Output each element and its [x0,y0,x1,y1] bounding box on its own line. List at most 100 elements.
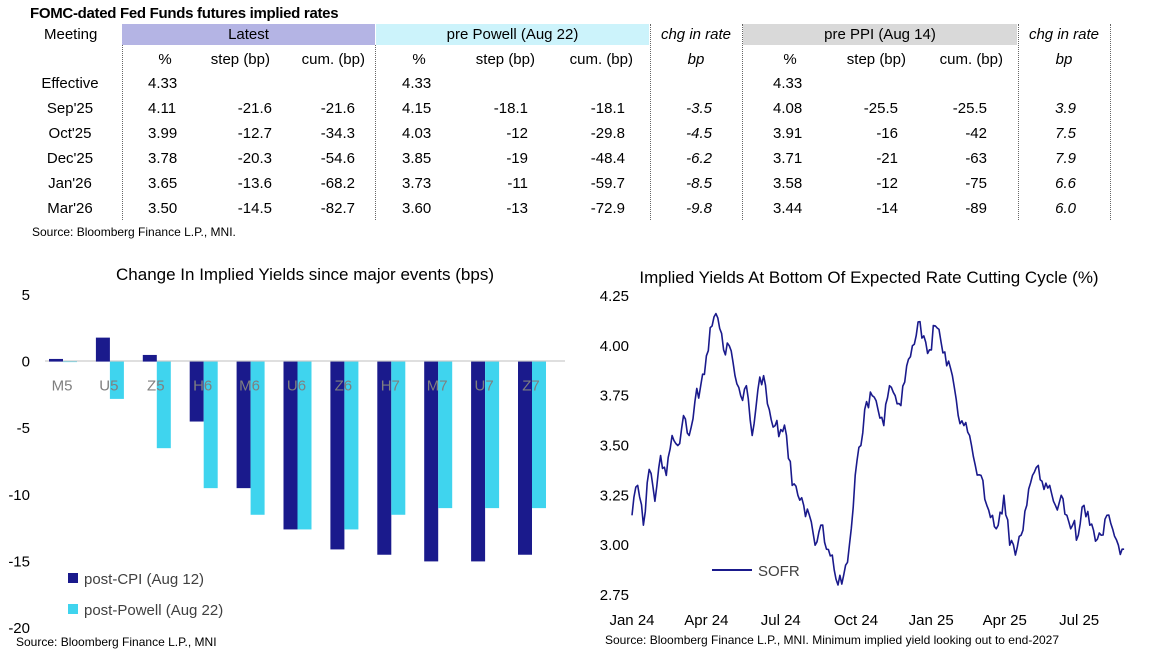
latest-cum-cell: -68.2 [320,175,355,192]
pre-ppi-step-cell: -14 [876,200,898,217]
bar-y-tick-label: 0 [22,354,30,371]
bar-chart-title: Change In Implied Yields since major eve… [116,265,494,284]
table-source: Source: Bloomberg Finance L.P., MNI. [32,225,236,239]
chg-in-rate-header-1: chg in rate [660,26,732,43]
chg-in-rate-1-cell: -3.5 [686,100,712,117]
bar-post-cpi-U5 [95,337,110,362]
bar-y-tick-label: 5 [22,287,30,304]
bar-post-cpi-M5 [49,358,63,362]
line-y-tick-label: 3.25 [600,487,629,504]
chg-in-rate-2-cell: 7.5 [1055,125,1076,142]
subheader-cum: cum. (bp) [301,51,365,68]
subheader-pct: % [783,51,797,68]
bar-post-cpi-U7 [471,361,486,562]
line-y-axis: 4.25 4.00 3.75 3.50 3.25 3.00 2.75 [600,288,629,604]
legend-label-post-powell: post-Powell (Aug 22) [84,602,223,619]
subheader-pct: % [412,51,426,68]
bar-post-cpi-Z6 [330,361,345,550]
chg-in-rate-2-cell: 6.0 [1055,200,1076,217]
legend-swatch-post-powell [68,604,78,614]
pre-ppi-step-cell: -25.5 [863,100,898,117]
bar-category-label: H7 [381,378,400,395]
bar-post-powell-U6 [297,361,312,530]
pre-ppi-pct-cell: 4.08 [773,100,803,117]
pre-ppi-pct-cell: 3.71 [773,150,803,167]
bar-post-cpi-H6 [189,361,204,422]
meeting-cell: Mar'26 [47,200,93,217]
pre-powell-step-cell: -18.1 [493,100,528,117]
subheader-cum: cum. (bp) [569,51,633,68]
sofr-line [631,312,1125,586]
bar-y-tick-label: -20 [8,620,30,637]
pre-powell-step-cell: -19 [506,150,528,167]
latest-cum-cell: -21.6 [320,100,355,117]
pre-powell-cum-cell: -18.1 [590,100,625,117]
col-separator [650,24,651,220]
line-y-tick-label: 2.75 [600,587,629,604]
pre-powell-step-cell: -12 [506,125,528,142]
bar-post-powell-U5 [109,361,124,399]
meeting-cell: Effective [41,75,99,92]
meeting-cell: Oct'25 [48,125,92,142]
latest-step-cell: -14.5 [237,200,272,217]
bar-category-label: U5 [99,378,118,395]
bar-category-label: M6 [239,378,260,395]
pre-ppi-pct-cell: 3.91 [773,125,803,142]
pre-ppi-cum-cell: -75 [965,175,987,192]
line-y-tick-label: 3.50 [600,438,629,455]
bar-y-axis: 5 0 -5 -10 -15 -20 [8,287,30,637]
meeting-cell: Sep'25 [46,100,94,117]
latest-pct-cell: 3.78 [148,150,178,167]
col-separator [122,45,123,220]
bar-post-cpi-Z7 [518,361,532,555]
bar-category-label: H6 [193,378,212,395]
bar-post-cpi-M6 [236,361,251,489]
legend-swatch-post-cpi [68,573,78,583]
pre-ppi-step-cell: -21 [876,150,898,167]
chg-in-rate-1-cell: -8.5 [686,175,712,192]
pre-powell-cum-cell: -59.7 [590,175,625,192]
bar-category-label: Z6 [335,378,353,395]
bar-x-axis: M5 U5 Z5 H6 M6 U6 Z6 H7 M7 U7 Z7 [52,378,540,395]
bar-post-powell-Z5 [156,361,171,449]
meeting-cell: Jan'26 [48,175,92,192]
bar-legend: post-CPI (Aug 12) post-Powell (Aug 22) [68,571,223,619]
bar-category-label: Z7 [522,378,540,395]
col-separator [375,45,376,220]
latest-step-cell: -13.6 [237,175,272,192]
pre-powell-pct-cell: 3.60 [402,200,432,217]
line-x-tick-label: Apr 24 [684,612,728,629]
latest-pct-cell: 3.65 [148,175,178,192]
chg-in-rate-1-cell: -4.5 [686,125,712,142]
line-x-tick-label: Jan 25 [909,612,954,629]
latest-header: Latest [228,26,269,43]
pre-powell-cum-cell: -72.9 [590,200,625,217]
chg-in-rate-2-cell: 3.9 [1055,100,1076,117]
line-y-tick-label: 3.00 [600,537,629,554]
latest-pct-cell: 4.11 [148,100,177,117]
pre-powell-step-cell: -13 [506,200,528,217]
bar-post-cpi-U6 [283,361,298,530]
chg-in-rate-header-2: chg in rate [1028,26,1100,43]
line-chart-title: Implied Yields At Bottom Of Expected Rat… [639,268,1098,287]
bar-category-label: Z5 [147,378,165,395]
pre-ppi-step-cell: -16 [876,125,898,142]
line-chart-source: Source: Bloomberg Finance L.P., MNI. Min… [605,633,1059,647]
pre-powell-pct-cell: 3.73 [402,175,432,192]
chg-in-rate-1-cell: -9.8 [686,200,712,217]
subheader-bp: bp [1055,51,1073,68]
bar-y-tick-label: -5 [17,420,30,437]
pre-ppi-pct-cell: 3.58 [773,175,803,192]
bar-post-cpi-H7 [377,361,392,555]
latest-pct-cell: 3.99 [148,125,178,142]
legend-label-post-cpi: post-CPI (Aug 12) [84,571,204,588]
bar-post-cpi-Z5 [142,354,157,362]
pre-powell-pct-cell: 4.15 [402,100,432,117]
line-x-tick-label: Oct 24 [834,612,878,629]
bar-post-powell-Z7 [532,361,546,509]
rates-table: FOMC-dated Fed Funds futures implied rat… [0,0,1149,240]
pre-powell-pct-cell: 4.03 [402,125,432,142]
chg-in-rate-2-cell: 6.6 [1055,175,1076,192]
bar-category-label: M5 [52,378,73,395]
pre-ppi-cum-cell: -25.5 [952,100,987,117]
